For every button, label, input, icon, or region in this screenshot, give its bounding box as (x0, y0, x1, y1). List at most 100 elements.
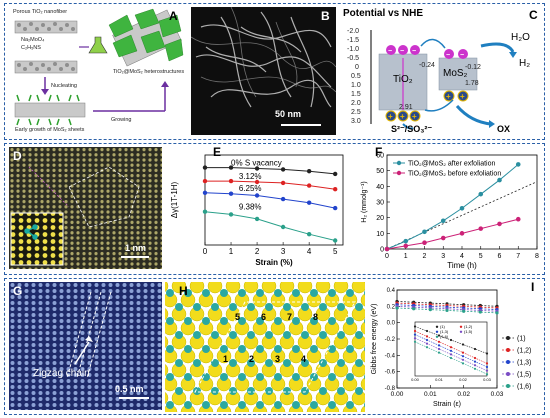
mo-atom (292, 317, 300, 325)
mo-atom (283, 331, 291, 339)
mo-atom (175, 387, 183, 395)
mo-atom (229, 359, 237, 367)
series-annotation: 9.38% (239, 203, 262, 212)
mos2-cb-value: -0.12 (465, 64, 481, 71)
mo-atom (247, 331, 255, 339)
tem-texture (191, 7, 336, 126)
data-point (332, 205, 338, 211)
data-point (254, 166, 260, 171)
panel-label-a: A (169, 9, 178, 23)
c-tick: 1.0 (351, 82, 361, 89)
series-line (205, 180, 336, 190)
mo-atom (364, 346, 365, 352)
inset-point (425, 346, 429, 349)
mo-atom (265, 331, 273, 339)
y-tick-label: 60 (376, 153, 384, 160)
sulfur-atom (225, 282, 241, 294)
step-nucleating: Nucleating (51, 83, 77, 89)
reagent-na2moo4: Na₂MoO₄ (21, 37, 45, 43)
mo-atom (355, 331, 363, 339)
data-point (515, 216, 521, 222)
data-point (254, 193, 260, 198)
x-tick-label: 0.02 (457, 391, 470, 398)
mo-atom (364, 402, 365, 408)
mo-atom (229, 331, 237, 339)
mo-atom (364, 290, 365, 296)
mo-atom (337, 387, 345, 395)
mo-atom (292, 345, 300, 353)
sulfur-atom (360, 293, 365, 307)
sulfur-atom (171, 282, 187, 294)
panel-g-stem-image: Zigzag chain 0.5 nm G (9, 282, 162, 410)
site-number: 7 (287, 312, 293, 322)
inset-point (485, 369, 489, 372)
mo-atom (184, 401, 192, 409)
data-point (332, 187, 338, 192)
data-point (306, 183, 312, 188)
sulfur-atom (360, 321, 365, 335)
c-tick: 3.0 (351, 118, 361, 125)
y-tick-label: 50 (376, 168, 384, 175)
svg-text:+: + (388, 112, 393, 121)
mo-atom (193, 359, 201, 367)
svg-text:−: − (400, 48, 404, 55)
svg-text:−: − (460, 52, 464, 59)
panel-label-c: C (529, 8, 538, 22)
y-tick-label: 20 (376, 215, 384, 222)
data-point (254, 216, 260, 222)
panel-label-b: B (321, 9, 330, 23)
mo-atom (355, 387, 363, 395)
mo-atom (238, 401, 246, 409)
sulfur-atom (279, 282, 295, 294)
mo-atom (355, 303, 363, 311)
mo-atom (274, 317, 282, 325)
svg-text:−: − (412, 48, 416, 55)
inset-point (425, 335, 429, 338)
mo-atom (193, 387, 201, 395)
inset-point (437, 351, 441, 354)
mo-atom (238, 289, 246, 297)
data-point (497, 221, 502, 227)
inset-legend-marker (435, 335, 439, 338)
mo-atom (328, 401, 336, 409)
data-point (462, 309, 466, 313)
x-tick-label: 1 (404, 253, 408, 260)
mo-atom (265, 303, 273, 311)
data-point (306, 200, 312, 205)
y-tick-label: 0.4 (387, 288, 396, 294)
panel-b-tem-image: 50 nm B (191, 7, 336, 135)
d-lattice (9, 147, 162, 269)
mo-atom (256, 401, 264, 409)
series-line (386, 218, 519, 250)
panel-c-band-diagram: Potential vs NHE C -2.0 -1.5 -1.0 -0.5 0… (341, 6, 541, 138)
c-potential-axis: -2.0 -1.5 -1.0 -0.5 0 0.5 1.0 1.5 2.0 2.… (345, 28, 369, 138)
data-point (332, 171, 338, 177)
inset-x-tick-label: 0.03 (483, 377, 492, 382)
legend-marker (506, 372, 510, 376)
reference-line (386, 181, 538, 250)
panel-a-schematic: Porous TiO₂ nanofiber Na₂MoO₄ C₂H₅NS Nuc… (9, 7, 185, 137)
mo-atom (310, 373, 318, 381)
data-point (497, 177, 502, 183)
inset-point (449, 353, 453, 356)
inset-point (473, 360, 477, 363)
sulfur-atom (315, 282, 331, 294)
mo-atom (166, 401, 174, 409)
inset-point (449, 356, 453, 360)
inset-point (413, 333, 417, 336)
y-tick-label: 40 (376, 184, 384, 191)
inset-point (485, 362, 489, 365)
panel-d-stem-image: 1 nm D (9, 147, 162, 269)
mo-atom (184, 289, 192, 297)
row-top-panel: Porous TiO₂ nanofiber Na₂MoO₄ C₂H₅NS Nuc… (4, 3, 545, 140)
legend-label: TiO₂@MoS₂ before exfoliation (408, 171, 501, 178)
sulfur-atom (261, 282, 277, 294)
inset-x-tick-label: 0.02 (459, 377, 468, 382)
mo-atom (337, 303, 345, 311)
site-number: 1 (223, 354, 229, 364)
inset-legend-label: (1) (440, 324, 446, 329)
data-point (459, 231, 465, 236)
y-tick-label: 0.2 (387, 304, 396, 310)
inset-legend-label: (1,5) (464, 329, 473, 334)
mo-atom (202, 401, 210, 409)
